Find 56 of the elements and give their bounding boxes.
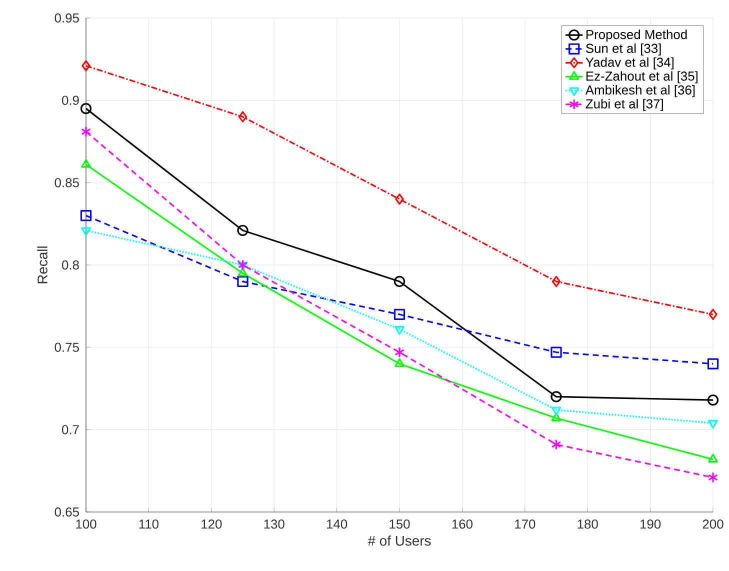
- point: [707, 358, 719, 370]
- point: [238, 111, 248, 122]
- x-tick-label: 180: [578, 520, 598, 529]
- point: [394, 276, 406, 288]
- y-tick-label: 0.8: [62, 260, 79, 270]
- point: [708, 420, 718, 429]
- legend-label: Sun et al [33]: [586, 43, 661, 56]
- x-tick-label: 100: [76, 520, 96, 529]
- point: [238, 268, 248, 276]
- x-tick-label: 170: [515, 520, 536, 529]
- point: [395, 194, 404, 205]
- point: [82, 60, 90, 72]
- legend-label: Zubi et al [37]: [586, 98, 663, 111]
- point: [550, 346, 562, 358]
- point: [81, 158, 91, 168]
- legend-label: Ambikesh et al [36]: [585, 85, 695, 98]
- x-tick-label: 130: [264, 520, 284, 529]
- point: [394, 346, 404, 358]
- point: [237, 224, 248, 236]
- x-tick-label: 150: [390, 520, 410, 529]
- x-tick-label: 160: [452, 520, 473, 529]
- y-tick-label: 0.9: [62, 96, 79, 105]
- y-axis-title: Recall: [37, 246, 48, 284]
- x-tick-label: 190: [640, 520, 661, 529]
- point: [552, 276, 561, 288]
- point: [394, 326, 404, 335]
- point: [551, 406, 562, 416]
- point: [80, 102, 92, 114]
- point: [708, 472, 718, 483]
- point: [394, 358, 404, 367]
- y-tick-label: 0.85: [54, 178, 79, 188]
- point: [551, 438, 562, 450]
- legend-label: Proposed Method: [586, 30, 687, 42]
- y-tick-label: 0.7: [62, 425, 79, 434]
- legend-label: Yadav et al [34]: [586, 57, 674, 70]
- point: [81, 126, 91, 138]
- point: [238, 262, 248, 271]
- point: [708, 454, 718, 462]
- point: [238, 259, 248, 271]
- y-tick-label: 0.75: [54, 342, 79, 352]
- x-axis-title: # of Users: [368, 536, 431, 546]
- legend-label: Ez-Zahout et al [35]: [586, 71, 698, 84]
- x-tick-label: 120: [202, 520, 222, 529]
- x-tick-label: 140: [326, 520, 348, 529]
- point: [80, 210, 92, 222]
- point: [707, 394, 719, 406]
- x-tick-label: 200: [702, 520, 724, 529]
- point: [81, 227, 91, 236]
- point: [394, 308, 406, 320]
- point: [551, 412, 562, 422]
- point: [708, 308, 718, 320]
- point: [237, 276, 248, 288]
- y-tick-label: 0.65: [54, 507, 79, 517]
- y-tick-label: 0.95: [54, 13, 79, 23]
- x-tick-label: 110: [139, 520, 159, 529]
- point: [550, 391, 562, 402]
